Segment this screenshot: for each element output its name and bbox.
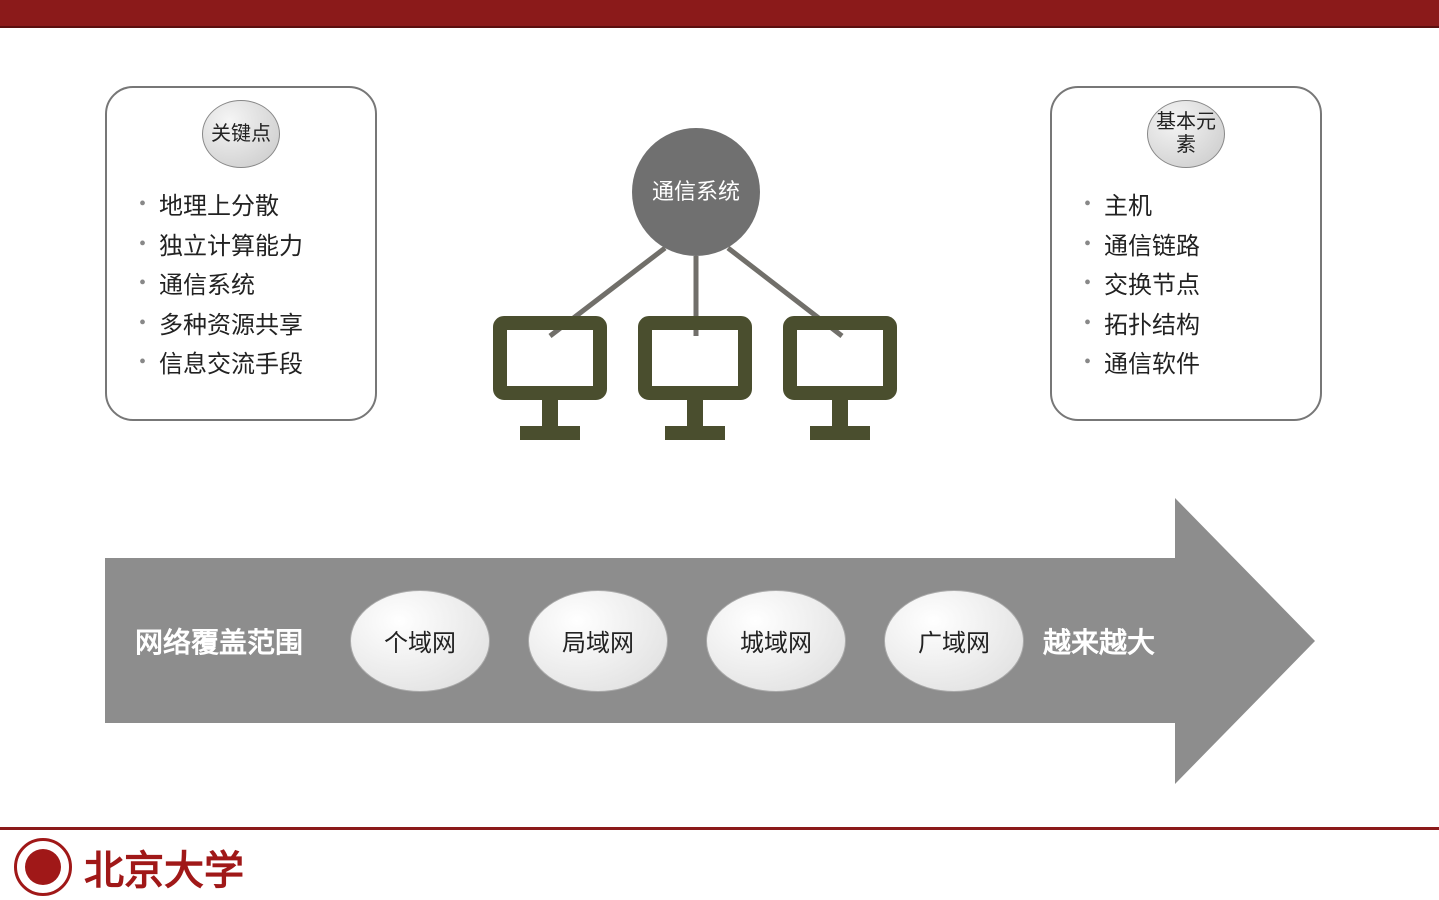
key-points-box: 关键点 地理上分散 独立计算能力 通信系统 多种资源共享 信息交流手段	[105, 86, 377, 421]
university-name: 北京大学	[84, 838, 244, 896]
key-points-list: 地理上分散 独立计算能力 通信系统 多种资源共享 信息交流手段	[131, 188, 351, 386]
basic-elements-header-text: 基本元素	[1148, 111, 1224, 157]
network-type-oval: 局域网	[528, 590, 668, 692]
hub-node: 通信系统	[632, 128, 760, 256]
header-bar	[0, 0, 1439, 28]
network-type-oval: 个域网	[350, 590, 490, 692]
network-diagram: 通信系统	[460, 128, 930, 468]
network-type-oval: 城域网	[706, 590, 846, 692]
university-logo: 北京大学	[14, 838, 244, 896]
slide-content: 关键点 地理上分散 独立计算能力 通信系统 多种资源共享 信息交流手段 基本元素…	[0, 28, 1439, 828]
list-item: 主机	[1076, 188, 1296, 228]
basic-elements-box: 基本元素 主机 通信链路 交换节点 拓扑结构 通信软件	[1050, 86, 1322, 421]
arrow-right-label: 越来越大	[1043, 621, 1155, 661]
arrow-head	[1175, 498, 1315, 784]
network-type-oval: 广域网	[884, 590, 1024, 692]
list-item: 通信系统	[131, 267, 351, 307]
list-item: 独立计算能力	[131, 228, 351, 268]
footer-divider	[0, 827, 1439, 830]
list-item: 多种资源共享	[131, 307, 351, 347]
list-item: 交换节点	[1076, 267, 1296, 307]
basic-elements-list: 主机 通信链路 交换节点 拓扑结构 通信软件	[1076, 188, 1296, 386]
arrow-left-label: 网络覆盖范围	[135, 621, 303, 661]
hub-label: 通信系统	[652, 178, 740, 206]
list-item: 拓扑结构	[1076, 307, 1296, 347]
arrow-body: 网络覆盖范围 个域网 局域网 城域网 广域网 越来越大	[105, 558, 1175, 723]
list-item: 信息交流手段	[131, 346, 351, 386]
basic-elements-header: 基本元素	[1147, 100, 1225, 168]
key-points-header: 关键点	[202, 100, 280, 168]
list-item: 通信链路	[1076, 228, 1296, 268]
list-item: 通信软件	[1076, 346, 1296, 386]
seal-icon	[14, 838, 72, 896]
coverage-arrow: 网络覆盖范围 个域网 局域网 城域网 广域网 越来越大	[105, 498, 1315, 788]
network-types: 个域网 局域网 城域网 广域网	[350, 590, 1024, 692]
list-item: 地理上分散	[131, 188, 351, 228]
key-points-header-text: 关键点	[211, 123, 271, 146]
